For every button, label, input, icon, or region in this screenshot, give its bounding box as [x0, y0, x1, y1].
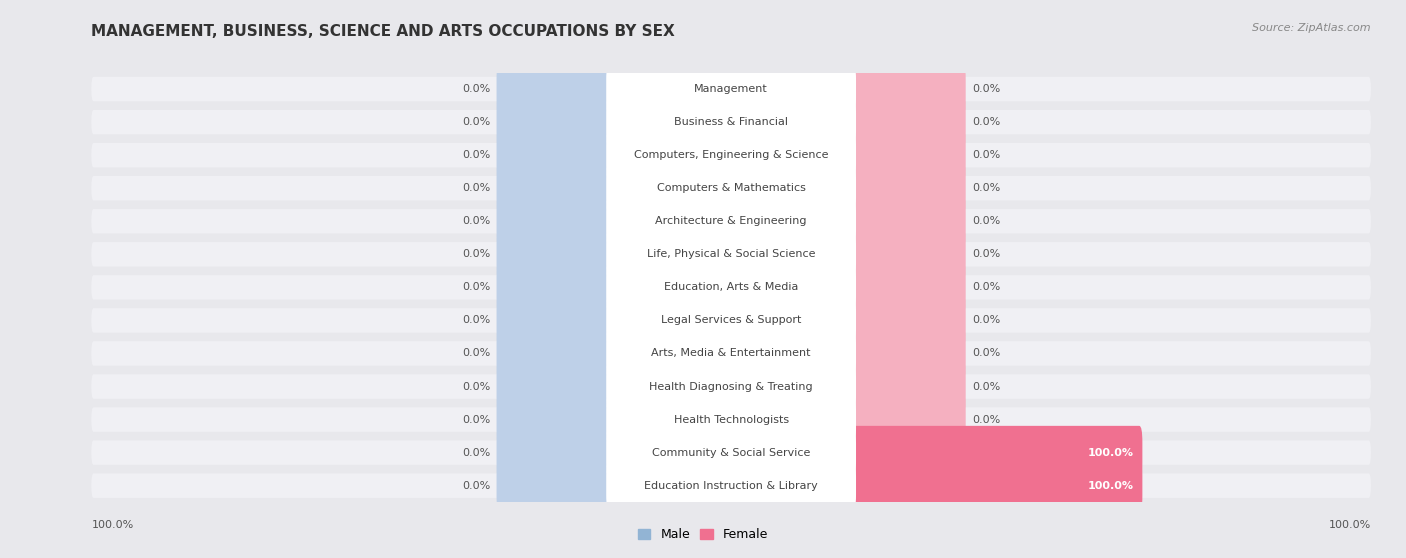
Text: 0.0%: 0.0%: [463, 415, 491, 425]
FancyBboxPatch shape: [728, 261, 966, 314]
Text: 0.0%: 0.0%: [463, 448, 491, 458]
FancyBboxPatch shape: [496, 393, 734, 446]
Text: Computers, Engineering & Science: Computers, Engineering & Science: [634, 150, 828, 160]
Text: 0.0%: 0.0%: [972, 349, 1000, 358]
FancyBboxPatch shape: [496, 261, 734, 314]
Text: Source: ZipAtlas.com: Source: ZipAtlas.com: [1253, 23, 1371, 33]
FancyBboxPatch shape: [606, 162, 856, 214]
FancyBboxPatch shape: [91, 440, 1371, 465]
Legend: Male, Female: Male, Female: [633, 523, 773, 546]
FancyBboxPatch shape: [91, 242, 1371, 267]
FancyBboxPatch shape: [496, 95, 734, 149]
Text: 0.0%: 0.0%: [972, 117, 1000, 127]
FancyBboxPatch shape: [728, 95, 966, 149]
Text: Legal Services & Support: Legal Services & Support: [661, 315, 801, 325]
FancyBboxPatch shape: [91, 143, 1371, 167]
FancyBboxPatch shape: [728, 128, 966, 182]
FancyBboxPatch shape: [496, 62, 734, 116]
Text: 100.0%: 100.0%: [1329, 519, 1371, 530]
FancyBboxPatch shape: [606, 229, 856, 280]
Text: 100.0%: 100.0%: [91, 519, 134, 530]
Text: Life, Physical & Social Science: Life, Physical & Social Science: [647, 249, 815, 259]
FancyBboxPatch shape: [496, 161, 734, 215]
FancyBboxPatch shape: [728, 459, 1142, 512]
FancyBboxPatch shape: [496, 294, 734, 347]
Text: 0.0%: 0.0%: [972, 249, 1000, 259]
FancyBboxPatch shape: [496, 360, 734, 413]
Text: 0.0%: 0.0%: [463, 217, 491, 226]
Text: 0.0%: 0.0%: [463, 480, 491, 490]
FancyBboxPatch shape: [606, 129, 856, 181]
FancyBboxPatch shape: [91, 209, 1371, 233]
Text: 0.0%: 0.0%: [463, 282, 491, 292]
FancyBboxPatch shape: [728, 459, 966, 512]
FancyBboxPatch shape: [728, 393, 966, 446]
FancyBboxPatch shape: [728, 426, 1142, 479]
Text: 0.0%: 0.0%: [463, 84, 491, 94]
FancyBboxPatch shape: [728, 326, 966, 380]
FancyBboxPatch shape: [91, 374, 1371, 399]
FancyBboxPatch shape: [606, 360, 856, 412]
Text: Management: Management: [695, 84, 768, 94]
Text: 0.0%: 0.0%: [972, 415, 1000, 425]
Text: 100.0%: 100.0%: [1087, 480, 1133, 490]
FancyBboxPatch shape: [606, 295, 856, 346]
Text: Education Instruction & Library: Education Instruction & Library: [644, 480, 818, 490]
FancyBboxPatch shape: [606, 195, 856, 247]
Text: Business & Financial: Business & Financial: [673, 117, 789, 127]
Text: MANAGEMENT, BUSINESS, SCIENCE AND ARTS OCCUPATIONS BY SEX: MANAGEMENT, BUSINESS, SCIENCE AND ARTS O…: [91, 24, 675, 39]
Text: Arts, Media & Entertainment: Arts, Media & Entertainment: [651, 349, 811, 358]
Text: 0.0%: 0.0%: [463, 249, 491, 259]
FancyBboxPatch shape: [728, 62, 966, 116]
Text: 0.0%: 0.0%: [972, 217, 1000, 226]
FancyBboxPatch shape: [496, 326, 734, 380]
Text: 0.0%: 0.0%: [463, 117, 491, 127]
FancyBboxPatch shape: [496, 195, 734, 248]
FancyBboxPatch shape: [606, 97, 856, 148]
FancyBboxPatch shape: [91, 341, 1371, 365]
Text: 0.0%: 0.0%: [463, 315, 491, 325]
Text: 0.0%: 0.0%: [463, 382, 491, 392]
Text: Health Technologists: Health Technologists: [673, 415, 789, 425]
FancyBboxPatch shape: [496, 426, 734, 479]
Text: 100.0%: 100.0%: [1087, 448, 1133, 458]
FancyBboxPatch shape: [728, 426, 966, 479]
Text: 0.0%: 0.0%: [463, 150, 491, 160]
FancyBboxPatch shape: [728, 228, 966, 281]
Text: Computers & Mathematics: Computers & Mathematics: [657, 183, 806, 193]
FancyBboxPatch shape: [606, 427, 856, 478]
Text: 0.0%: 0.0%: [972, 183, 1000, 193]
Text: Education, Arts & Media: Education, Arts & Media: [664, 282, 799, 292]
FancyBboxPatch shape: [606, 394, 856, 445]
FancyBboxPatch shape: [91, 176, 1371, 200]
Text: Health Diagnosing & Treating: Health Diagnosing & Treating: [650, 382, 813, 392]
Text: 0.0%: 0.0%: [972, 315, 1000, 325]
FancyBboxPatch shape: [91, 275, 1371, 300]
Text: 0.0%: 0.0%: [972, 382, 1000, 392]
FancyBboxPatch shape: [91, 110, 1371, 134]
Text: Architecture & Engineering: Architecture & Engineering: [655, 217, 807, 226]
Text: 0.0%: 0.0%: [463, 183, 491, 193]
FancyBboxPatch shape: [606, 63, 856, 115]
Text: 0.0%: 0.0%: [972, 84, 1000, 94]
FancyBboxPatch shape: [496, 128, 734, 182]
Text: 0.0%: 0.0%: [972, 150, 1000, 160]
FancyBboxPatch shape: [91, 473, 1371, 498]
FancyBboxPatch shape: [91, 308, 1371, 333]
Text: 0.0%: 0.0%: [463, 349, 491, 358]
FancyBboxPatch shape: [728, 161, 966, 215]
FancyBboxPatch shape: [91, 77, 1371, 102]
FancyBboxPatch shape: [606, 262, 856, 313]
FancyBboxPatch shape: [606, 460, 856, 512]
FancyBboxPatch shape: [496, 459, 734, 512]
FancyBboxPatch shape: [728, 360, 966, 413]
FancyBboxPatch shape: [496, 228, 734, 281]
FancyBboxPatch shape: [728, 195, 966, 248]
Text: 0.0%: 0.0%: [972, 282, 1000, 292]
FancyBboxPatch shape: [728, 294, 966, 347]
FancyBboxPatch shape: [91, 407, 1371, 432]
Text: Community & Social Service: Community & Social Service: [652, 448, 810, 458]
FancyBboxPatch shape: [606, 328, 856, 379]
